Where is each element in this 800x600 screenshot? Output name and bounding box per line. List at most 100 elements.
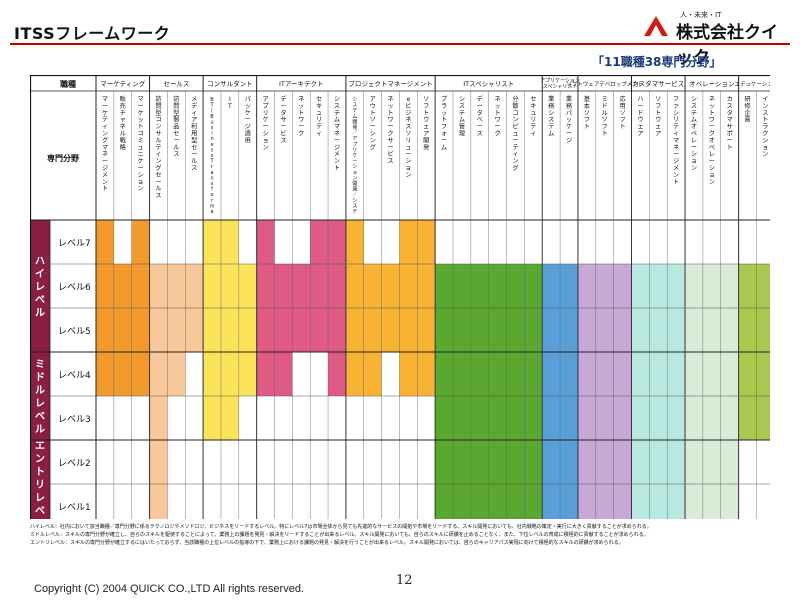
field-label: 発 (352, 186, 357, 193)
field-label: 問 (173, 103, 179, 110)
matrix-cell (560, 484, 578, 519)
field-label: ウ (637, 116, 643, 124)
field-label: 製 (173, 116, 179, 124)
matrix-cell (506, 308, 525, 352)
level-group-label: レ (35, 399, 45, 410)
level-group-label: イ (35, 268, 45, 280)
matrix-cell (756, 308, 770, 352)
matrix-cell (613, 440, 632, 484)
field-label: 開 (423, 137, 429, 144)
field-label: ケ (245, 110, 251, 117)
field-label: ュ (405, 144, 411, 151)
field-label: s (211, 147, 214, 153)
field-label: タ (727, 109, 733, 117)
field-label: ネ (298, 96, 304, 103)
field-label: ト (334, 165, 340, 172)
field-label: リ (262, 110, 268, 117)
matrix-cell (399, 220, 418, 264)
field-label: ー (405, 151, 411, 158)
field-label: ト (762, 117, 768, 124)
matrix-cell (488, 396, 507, 440)
field-label: シ (548, 110, 554, 117)
level-group-label: レ (35, 282, 45, 293)
matrix-cell (274, 352, 293, 396)
field-label: マ (102, 96, 108, 103)
matrix-cell (667, 352, 686, 396)
matrix-cell (345, 308, 364, 352)
field-label: シ (691, 96, 697, 103)
matrix-cell (381, 264, 400, 308)
field-label: a (210, 209, 213, 215)
field-label: 売 (120, 102, 126, 110)
matrix-cell (131, 264, 150, 308)
level-group-label: エ (35, 441, 45, 452)
field-label: ェ (637, 124, 643, 131)
matrix-cell (453, 396, 471, 440)
field-label: デ (191, 102, 198, 110)
matrix-cell (560, 352, 578, 396)
field-label: ッ (138, 117, 144, 124)
field-label: ト (495, 110, 501, 117)
matrix-cell (149, 396, 168, 440)
field-label: ル (173, 144, 179, 151)
matrix-cell (220, 220, 239, 264)
matrix-cell (524, 308, 543, 352)
field-label: ス (352, 203, 357, 209)
field-label: ー (441, 137, 447, 144)
field-label: ア (423, 131, 429, 138)
field-label: e (406, 96, 410, 103)
field-label: 分 (512, 95, 518, 103)
field-label: ジ (245, 124, 251, 131)
matrix-cell (685, 440, 703, 484)
level-group-label: レ (35, 493, 45, 504)
matrix-cell (488, 484, 507, 519)
field-label: フ (655, 103, 661, 110)
field-label: レ (709, 151, 715, 158)
matrix-cell (453, 484, 471, 519)
field-label: デ (477, 95, 484, 103)
field-label: セ (316, 96, 322, 103)
company-logo: 人・未来・IT 株式会社クイック (640, 10, 790, 68)
field-label: ジ (566, 137, 572, 144)
matrix-cell (720, 352, 739, 396)
field-label: ト (370, 110, 376, 117)
field-label: シ (138, 172, 144, 179)
field-label: リ (673, 117, 679, 124)
field-label: コ (155, 117, 161, 124)
field-label: ト (387, 110, 393, 117)
field-label: ( (211, 108, 213, 114)
field-label: s (211, 153, 214, 159)
field-label: 品 (173, 124, 179, 131)
field-label: a (210, 170, 213, 176)
field-label: リ (405, 137, 411, 144)
field-label: ン (102, 131, 108, 138)
matrix-cell (220, 264, 239, 308)
level-label: レベル7 (58, 239, 91, 249)
field-label: グ (370, 143, 376, 151)
field-label: レ (691, 137, 697, 144)
field-label: ウ (370, 102, 376, 110)
field-label: グ (512, 164, 518, 172)
field-label: セ (530, 96, 536, 103)
matrix-cell (435, 396, 453, 440)
field-label: テ (530, 124, 536, 131)
field-label: ア (637, 131, 643, 138)
field-label: ハ (637, 96, 643, 103)
field-label: ー (262, 124, 268, 131)
field-label: ア (352, 136, 357, 142)
field-label: ル (602, 110, 608, 117)
field-label: ウ (655, 116, 661, 124)
job-type-label: ITアーキテクト (279, 80, 324, 88)
matrix-cell (524, 396, 543, 440)
field-label: ト (709, 110, 715, 117)
matrix-cell (113, 352, 132, 396)
field-label: タ (477, 109, 483, 117)
field-label: ジ (102, 165, 108, 172)
field-label: ュ (530, 110, 536, 117)
field-label: リ (352, 147, 357, 153)
field-label: s (211, 125, 214, 131)
job-type-label: スペシャリスト (543, 84, 578, 90)
field-label: I (229, 96, 231, 103)
matrix-cell (649, 264, 668, 308)
matrix-cell (274, 308, 293, 352)
